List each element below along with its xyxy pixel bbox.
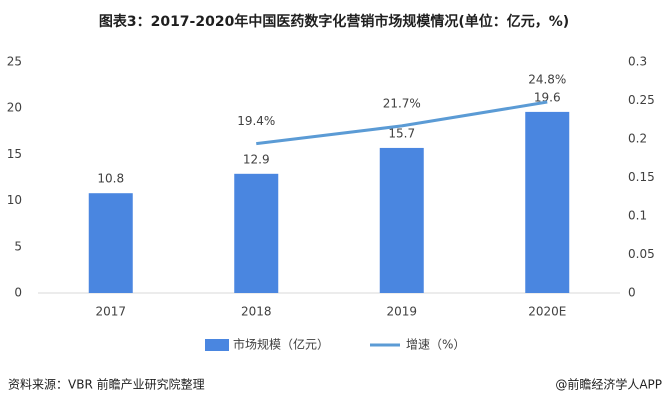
y-tick-label: 0 [14, 286, 22, 300]
bar-value-label: 19.6 [534, 90, 561, 104]
y2-tick-label: 0.15 [628, 170, 655, 184]
legend-swatch [205, 339, 229, 351]
x-tick-label: 2018 [241, 305, 272, 319]
bar-value-label: 12.9 [243, 152, 270, 166]
bar-value-label: 10.8 [97, 172, 124, 186]
x-tick-label: 2019 [386, 305, 417, 319]
y2-tick-label: 0.1 [628, 209, 647, 223]
bar [379, 147, 424, 293]
line [256, 100, 548, 146]
x-tick-label: 2017 [95, 305, 126, 319]
y-tick-label: 15 [7, 147, 22, 161]
bar [234, 173, 279, 293]
credit: @前瞻经济学人APP [555, 377, 662, 392]
y2-tick-label: 0 [628, 286, 636, 300]
line-value-label: 19.4% [237, 114, 275, 128]
x-tick-label: 2020E [528, 305, 566, 319]
y2-tick-label: 0.25 [628, 93, 655, 107]
y-tick-label: 5 [14, 239, 22, 253]
bar [88, 193, 133, 293]
y2-tick-label: 0.2 [628, 132, 647, 146]
bar [525, 111, 570, 293]
line-value-label: 21.7% [383, 96, 421, 110]
y-tick-label: 10 [7, 193, 22, 207]
y-tick-label: 25 [7, 55, 22, 69]
legend-label: 市场规模（亿元） [233, 337, 329, 352]
y2-tick-label: 0.05 [628, 247, 655, 261]
legend-label: 增速（%） [406, 338, 465, 352]
source: 资料来源：VBR 前瞻产业研究院整理 [8, 377, 205, 392]
y2-tick-label: 0.3 [628, 55, 647, 69]
line-value-label: 24.8% [528, 73, 566, 87]
y-tick-label: 20 [7, 101, 22, 115]
chart-title: 图表3：2017-2020年中国医药数字化营销市场规模情况(单位：亿元，%) [99, 13, 569, 30]
bar-value-label: 15.7 [388, 126, 415, 140]
